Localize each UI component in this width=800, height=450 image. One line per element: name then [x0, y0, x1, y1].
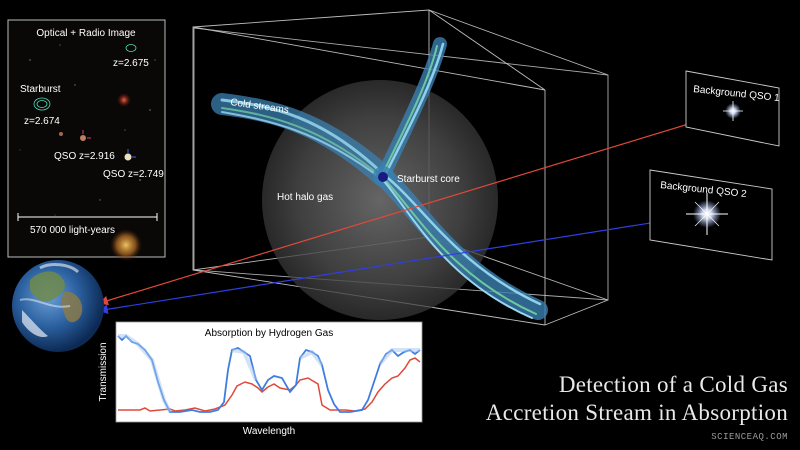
label-hot-halo: Hot halo gas [277, 192, 333, 203]
qso2-source [124, 153, 132, 161]
scale-bar-label: 570 000 light-years [30, 225, 115, 236]
stream-bottom [373, 166, 548, 320]
label-qso1: QSO z=2.916 [54, 151, 115, 162]
label-starburst: Starburst [20, 84, 61, 95]
spectrum-title: Absorption by Hydrogen Gas [205, 328, 333, 339]
main-title-line-1: Detection of a Cold Gas [558, 372, 788, 397]
label-qso2: QSO z=2.749 [103, 169, 164, 180]
inset-background-stars [19, 44, 156, 231]
stream-top [376, 37, 447, 183]
spectrum-xlabel: Wavelength [243, 426, 295, 437]
qso1-star-spikes [723, 101, 743, 121]
earth-globe [12, 260, 104, 352]
inset-title: Optical + Radio Image [36, 28, 136, 39]
spectrum-blue-envelope [118, 334, 420, 413]
stream-left [211, 93, 394, 187]
background-qso-1-panel: Background QSO 1 [685, 70, 781, 147]
label-z-top: z=2.675 [113, 58, 149, 69]
radio-contours-top [125, 44, 137, 52]
blue-sightline [98, 213, 708, 314]
spectrum-ylabel: Transmission [98, 342, 109, 401]
starburst-core-marker [378, 172, 388, 182]
gold-galaxy [110, 229, 142, 261]
qso2-star-spikes [686, 193, 728, 235]
red-galaxy [117, 93, 131, 107]
radio-contours-starburst [33, 97, 51, 111]
red-sightline [98, 111, 729, 306]
spectrum-red-line [118, 357, 421, 412]
label-starburst-z: z=2.674 [24, 116, 60, 127]
watermark: SCIENCEAQ.COM [711, 432, 788, 442]
qso1-source [80, 135, 86, 141]
background-qso-2-panel: Background QSO 2 [649, 169, 773, 261]
cold-streams [211, 37, 548, 320]
qso2-marker [127, 149, 136, 158]
label-starburst-core: Starburst core [397, 174, 460, 185]
spectrum-panel: Absorption by Hydrogen Gas [115, 321, 423, 423]
small-source [59, 132, 63, 136]
qso1-marker [82, 130, 91, 139]
main-title-line-2: Accretion Stream in Absorption [485, 400, 788, 425]
scale-bar [17, 213, 158, 221]
inset-panel: Optical + Radio Image z=2.675 Starburst … [7, 19, 166, 261]
